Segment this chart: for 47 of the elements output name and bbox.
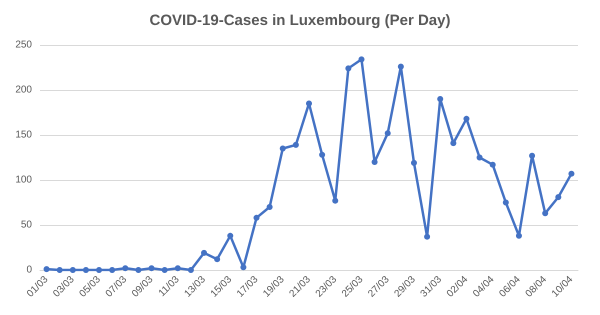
point <box>372 159 378 165</box>
point <box>96 267 102 273</box>
point <box>280 146 286 152</box>
point <box>490 162 496 168</box>
y-tick-label: 150 <box>15 130 32 140</box>
point <box>148 265 155 272</box>
point <box>410 160 417 166</box>
point <box>188 267 194 273</box>
point <box>358 56 364 62</box>
point <box>332 198 338 204</box>
point <box>82 267 89 273</box>
y-tick-label: 50 <box>20 220 32 230</box>
y-tick-label: 250 <box>15 40 32 50</box>
point <box>70 267 76 273</box>
point <box>122 265 128 272</box>
point <box>306 100 312 106</box>
point <box>44 266 50 272</box>
point <box>174 265 181 272</box>
point <box>345 65 352 72</box>
point <box>227 232 234 239</box>
point <box>162 267 168 273</box>
point <box>56 267 63 273</box>
point <box>135 267 142 273</box>
point <box>542 210 548 216</box>
point <box>450 140 456 146</box>
y-tick-label: 100 <box>15 174 32 186</box>
point <box>384 130 391 136</box>
y-tick-label: 0 <box>26 264 32 276</box>
point <box>201 250 208 256</box>
point <box>502 200 509 206</box>
point <box>292 142 299 148</box>
point <box>254 214 260 221</box>
point <box>109 267 116 273</box>
point <box>214 256 220 262</box>
point <box>266 204 273 210</box>
chart-title: COVID-19-Cases in Luxembourg (Per Day) <box>150 12 450 29</box>
point <box>437 96 444 102</box>
point <box>424 234 430 240</box>
point <box>555 194 562 200</box>
point <box>319 152 326 158</box>
point <box>398 64 404 70</box>
y-tick-label: 200 <box>15 84 32 96</box>
point <box>240 264 246 270</box>
point <box>516 232 522 239</box>
point <box>476 154 483 160</box>
point <box>568 170 574 177</box>
point <box>529 152 536 159</box>
